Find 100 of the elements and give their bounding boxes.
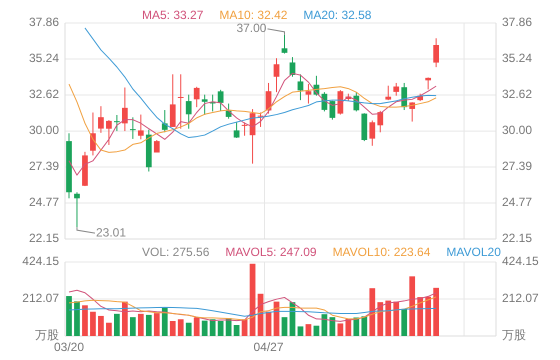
bar xyxy=(138,314,144,336)
bar xyxy=(369,288,376,336)
candlestick xyxy=(425,76,432,90)
candlestick xyxy=(274,58,280,93)
bar xyxy=(361,316,368,336)
bar xyxy=(154,313,160,336)
bar xyxy=(433,288,440,336)
candlestick xyxy=(130,116,136,140)
x-tick-label: 04/27 xyxy=(254,340,284,354)
bar xyxy=(146,314,152,336)
bar xyxy=(194,318,200,336)
bar xyxy=(250,264,256,336)
y2-tick-label: 32.62 xyxy=(502,87,532,102)
candlestick xyxy=(90,112,96,156)
y2-tick-label: 27.39 xyxy=(502,159,532,174)
y-tick-label: 27.39 xyxy=(28,159,60,174)
text: MAVOL20 xyxy=(446,245,502,260)
line-series xyxy=(68,296,437,320)
annotation-leader: 23.01 xyxy=(76,225,126,240)
bar xyxy=(385,300,392,336)
bar xyxy=(178,319,184,336)
candlestick xyxy=(170,74,176,128)
bar xyxy=(66,296,72,336)
bar xyxy=(218,320,224,336)
y2-tick-label: 24.77 xyxy=(502,195,532,210)
candlestick xyxy=(369,120,376,146)
text: MAVOL10: 223.64 xyxy=(332,245,431,260)
candlestick xyxy=(298,74,304,101)
candlestick xyxy=(178,74,184,130)
y-tick-label: 35.24 xyxy=(28,51,60,66)
text: MA10: 32.42 xyxy=(219,8,288,22)
line-series xyxy=(68,290,437,322)
x-tick-label: 03/20 xyxy=(54,340,84,354)
annotation-leader: 37.00 xyxy=(236,21,285,36)
bar xyxy=(337,323,344,336)
candlestick xyxy=(250,108,256,164)
y2-tick-label: 35.24 xyxy=(502,51,532,66)
candlestick xyxy=(385,85,392,101)
candlestick xyxy=(258,112,264,128)
bar xyxy=(322,314,328,336)
line-series xyxy=(68,306,437,317)
bar xyxy=(170,320,176,336)
candlestick xyxy=(194,86,200,108)
bar xyxy=(266,312,272,336)
bar xyxy=(242,319,248,336)
candlestick xyxy=(433,38,440,68)
candlestick xyxy=(98,106,104,134)
annotation: 37.00 xyxy=(236,20,267,35)
bar xyxy=(401,309,408,336)
y-tick-label: 212.07 xyxy=(22,291,60,306)
candlestick xyxy=(218,89,224,112)
text: MAVOL5: 247.09 xyxy=(225,245,317,260)
candlestick xyxy=(74,192,80,228)
candlestick xyxy=(114,114,120,132)
bar xyxy=(425,296,432,336)
y-tick-label: 32.62 xyxy=(28,87,60,102)
candlestick xyxy=(186,94,192,130)
bar xyxy=(282,317,288,336)
bar xyxy=(258,294,264,336)
bar xyxy=(306,324,312,336)
bar xyxy=(393,302,400,336)
bar xyxy=(186,322,192,336)
candlestick xyxy=(282,34,288,54)
y2-tick-label: 30.00 xyxy=(502,123,532,138)
bar xyxy=(130,317,136,336)
candlestick xyxy=(266,82,272,114)
candlestick xyxy=(242,122,248,136)
text: MA20: 32.58 xyxy=(303,8,372,22)
bar xyxy=(330,317,336,336)
y-tick-label: 万股 xyxy=(35,328,59,342)
candlestick xyxy=(210,94,216,112)
candlestick xyxy=(106,120,112,146)
bar xyxy=(202,320,208,336)
bar xyxy=(409,276,416,336)
candlestick xyxy=(226,103,232,120)
y-tick-label: 424.15 xyxy=(22,254,60,268)
candlestick xyxy=(306,84,312,104)
bar xyxy=(314,326,320,336)
candlestick xyxy=(202,94,208,116)
bar xyxy=(106,322,112,336)
candlestick xyxy=(154,140,160,154)
y-tick-label: 24.77 xyxy=(28,195,60,210)
y-tick-label: 22.15 xyxy=(28,231,60,246)
bar xyxy=(74,301,80,336)
candlestick xyxy=(377,110,384,133)
y2-tick-label: 万股 xyxy=(502,328,526,342)
y-tick-label: 30.00 xyxy=(28,123,60,138)
bar xyxy=(234,325,240,336)
y2-tick-label: 37.86 xyxy=(502,15,532,30)
annotation: 23.01 xyxy=(96,225,126,240)
y2-tick-label: 22.15 xyxy=(502,231,532,246)
y-tick-label: 37.86 xyxy=(28,15,60,30)
bar xyxy=(90,312,96,336)
bar xyxy=(82,305,88,336)
candlestick xyxy=(234,122,240,138)
candlestick xyxy=(393,82,400,96)
bar xyxy=(290,302,296,336)
y2-tick-label: 424.15 xyxy=(502,254,540,268)
candlestick xyxy=(290,56,296,78)
bar xyxy=(298,326,304,336)
